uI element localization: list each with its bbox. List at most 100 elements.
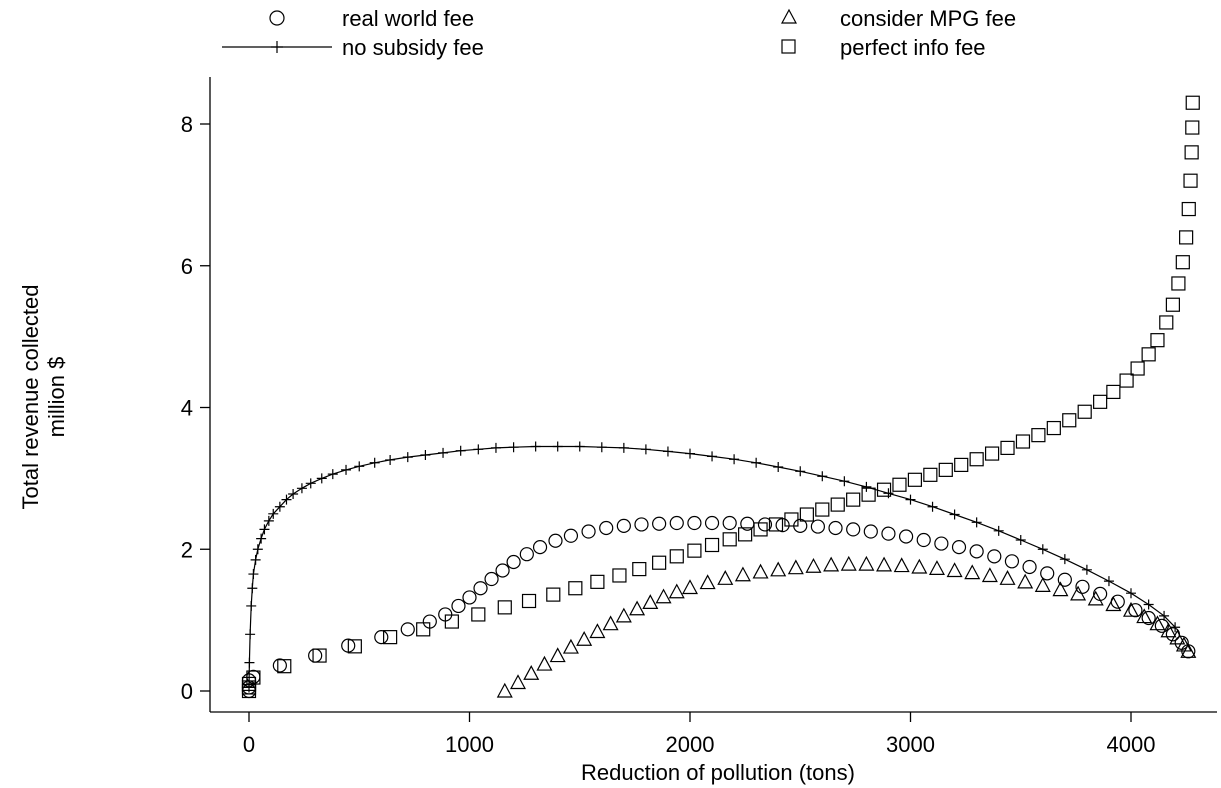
data-point-consider-mpg-fee [681,579,699,595]
data-point-real-world-fee [916,532,931,548]
data-point-no-subsidy-fee [296,483,307,494]
data-point-perfect-info-fee [416,622,431,637]
data-point-perfect-info-fee [1185,120,1200,135]
data-point-no-subsidy-fee [327,469,338,480]
data-point-no-subsidy-fee [438,447,449,458]
data-point-perfect-info-fee [1062,413,1077,428]
data-point-no-subsidy-fee [618,442,629,453]
data-point-perfect-info-fee [722,532,737,547]
data-point-no-subsidy-fee [729,454,740,465]
data-point-real-world-fee [881,526,896,541]
plot-area [241,95,1200,699]
data-point-real-world-fee [599,520,614,536]
data-point-no-subsidy-fee [707,451,718,462]
data-point-no-subsidy-fee [281,494,292,505]
data-point-consider-mpg-fee [928,560,945,575]
data-point-perfect-info-fee [1171,276,1186,291]
data-point-real-world-fee [704,515,720,531]
data-point-perfect-info-fee [1179,230,1194,245]
data-point-real-world-fee [495,563,510,578]
data-point-perfect-info-fee [984,446,1000,461]
data-point-no-subsidy-fee [971,517,982,528]
legend-label-perfect-info-fee: perfect info fee [840,35,986,60]
data-point-no-subsidy-fee [268,508,279,519]
data-point-no-subsidy-fee [252,544,263,555]
data-point-real-world-fee [1022,559,1037,575]
data-point-perfect-info-fee [687,543,702,558]
data-point-consider-mpg-fee [876,556,893,572]
data-point-no-subsidy-fee [288,488,299,499]
data-point-no-subsidy-fee [552,441,563,452]
data-point-real-world-fee [563,528,579,543]
y-tick-label: 6 [181,254,193,279]
data-point-perfect-info-fee [444,614,459,629]
data-point-consider-mpg-fee [823,556,840,572]
data-point-perfect-info-fee [1150,333,1165,348]
data-point-perfect-info-fee [1141,347,1156,362]
data-point-perfect-info-fee [1093,394,1108,409]
data-point-perfect-info-fee [1031,428,1046,443]
data-point-consider-mpg-fee [787,559,804,575]
data-point-consider-mpg-fee [770,561,787,577]
data-point-perfect-info-fee [861,487,876,502]
data-point-perfect-info-fee [1184,145,1199,160]
data-point-consider-mpg-fee [549,647,566,663]
data-point-consider-mpg-fee [1087,590,1104,606]
data-point-real-world-fee [652,516,667,531]
data-point-consider-mpg-fee [1169,629,1186,645]
data-point-consider-mpg-fee [699,574,716,590]
data-point-consider-mpg-fee [536,655,553,671]
data-point-real-world-fee [722,515,737,531]
data-point-real-world-fee [1093,586,1108,602]
data-point-consider-mpg-fee [1105,596,1122,612]
data-point-consider-mpg-fee [840,555,857,571]
data-point-real-world-fee [863,524,878,539]
data-point-consider-mpg-fee [858,555,875,571]
legend-label-no-subsidy-fee: no subsidy fee [342,35,484,60]
data-point-no-subsidy-fee [245,629,256,640]
data-point-real-world-fee [634,517,649,532]
data-point-no-subsidy-fee [1059,554,1070,565]
data-point-no-subsidy-fee [246,600,257,611]
data-point-no-subsidy-fee [795,466,806,477]
data-point-consider-mpg-fee [629,600,646,616]
data-point-consider-mpg-fee [752,563,769,579]
data-point-no-subsidy-fee [1081,564,1092,575]
data-point-real-world-fee [969,544,984,559]
data-point-real-world-fee [616,518,631,533]
data-point-consider-mpg-fee [576,630,593,646]
data-point-no-subsidy-fee [402,452,413,463]
y-axis-title-line-1: Total revenue collected [18,284,43,509]
y-axis-title: Total revenue collected million $ [18,284,69,509]
data-point-consider-mpg-fee [510,674,527,690]
data-point-real-world-fee [548,533,563,548]
data-point-no-subsidy-fee [490,442,501,453]
x-tick-label: 4000 [1107,732,1156,757]
data-point-consider-mpg-fee [946,562,963,578]
x-tick-label: 0 [243,732,255,757]
data-point-consider-mpg-fee [1136,608,1153,624]
data-point-no-subsidy-fee [640,444,651,455]
data-point-no-subsidy-fee [773,462,784,473]
y-ticks: 0 2 4 6 8 [181,112,210,704]
data-point-perfect-info-fee [704,537,720,553]
data-point-perfect-info-fee [815,502,830,517]
data-point-no-subsidy-fee [420,449,431,460]
series-consider-mpg-fee [496,555,1197,698]
data-point-no-subsidy-fee [817,471,828,482]
data-point-consider-mpg-fee [999,570,1016,585]
data-point-real-world-fee [484,571,499,587]
data-point-no-subsidy-fee [1103,576,1114,587]
data-point-no-subsidy-fee [508,442,519,453]
data-point-consider-mpg-fee [911,558,928,574]
data-point-perfect-info-fee [1159,315,1174,330]
data-point-consider-mpg-fee [668,583,685,599]
data-point-no-subsidy-fee [274,501,285,512]
data-point-real-world-fee [451,598,466,614]
data-point-consider-mpg-fee [981,567,998,583]
y-tick-label: 8 [181,112,193,137]
data-point-real-world-fee [532,540,548,555]
data-point-consider-mpg-fee [496,682,513,698]
y-tick-label: 4 [181,396,193,421]
data-point-real-world-fee [669,515,684,531]
